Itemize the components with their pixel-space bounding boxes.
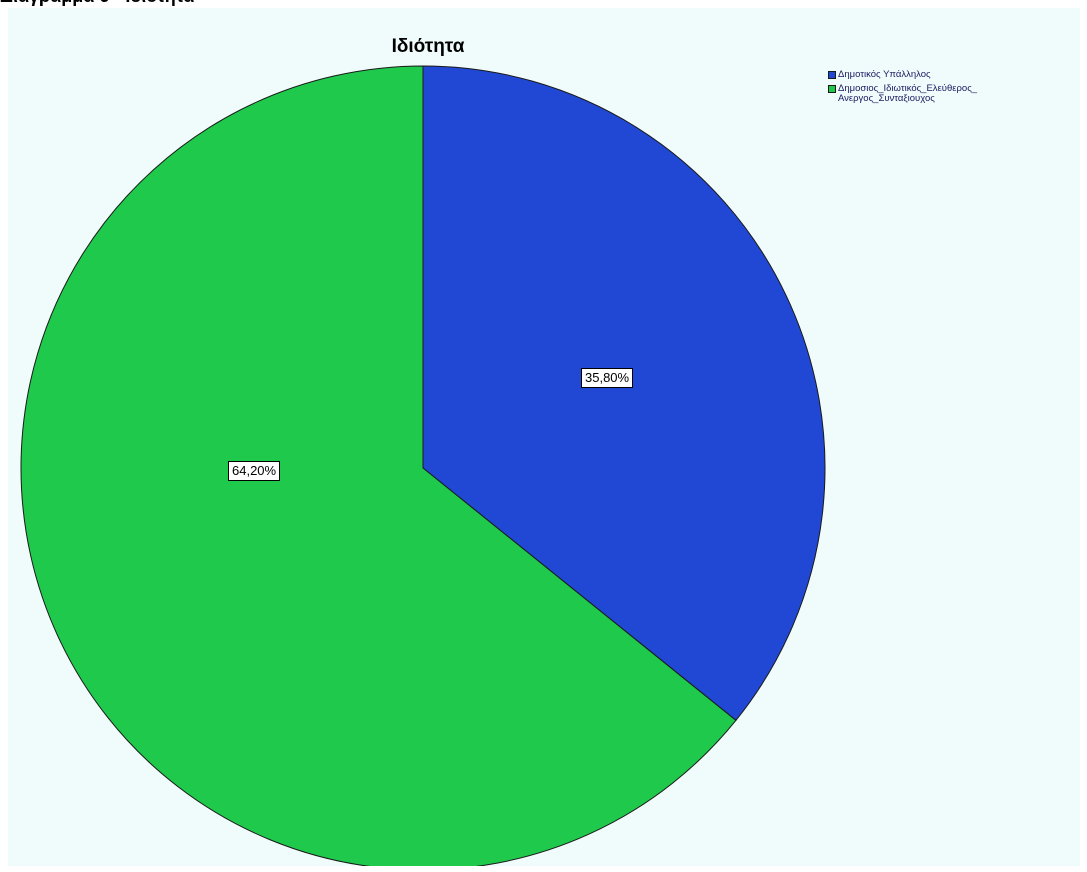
pie-slice-1: [20, 65, 737, 866]
legend-swatch: [828, 71, 836, 79]
chart-area: Ιδιότητα Δημοτικός Υπάλληλος Δημοσιος_Ιδ…: [8, 8, 1080, 866]
legend-label: Δημοτικός Υπάλληλος: [838, 69, 931, 80]
legend-item-municipal-employee: Δημοτικός Υπάλληλος: [828, 70, 977, 80]
data-label-municipal-employee: 35,80%: [581, 368, 634, 388]
pie-chart: [20, 65, 826, 866]
legend-item-other: Δημοσιος_Ιδιωτικός_Ελεύθερος_ Ανεργος_Συ…: [828, 84, 977, 104]
chart-title: Ιδιότητα: [391, 36, 465, 57]
legend-label: Δημοσιος_Ιδιωτικός_Ελεύθερος_ Ανεργος_Συ…: [838, 83, 978, 104]
pie-slice-0: [422, 65, 826, 722]
figure-caption: Διάγραμμα 6 - Ιδιότητα: [0, 0, 194, 8]
legend-swatch: [828, 85, 836, 93]
data-label-other: 64,20%: [228, 461, 281, 481]
chart-legend: Δημοτικός Υπάλληλος Δημοσιος_Ιδιωτικός_Ε…: [828, 70, 977, 108]
